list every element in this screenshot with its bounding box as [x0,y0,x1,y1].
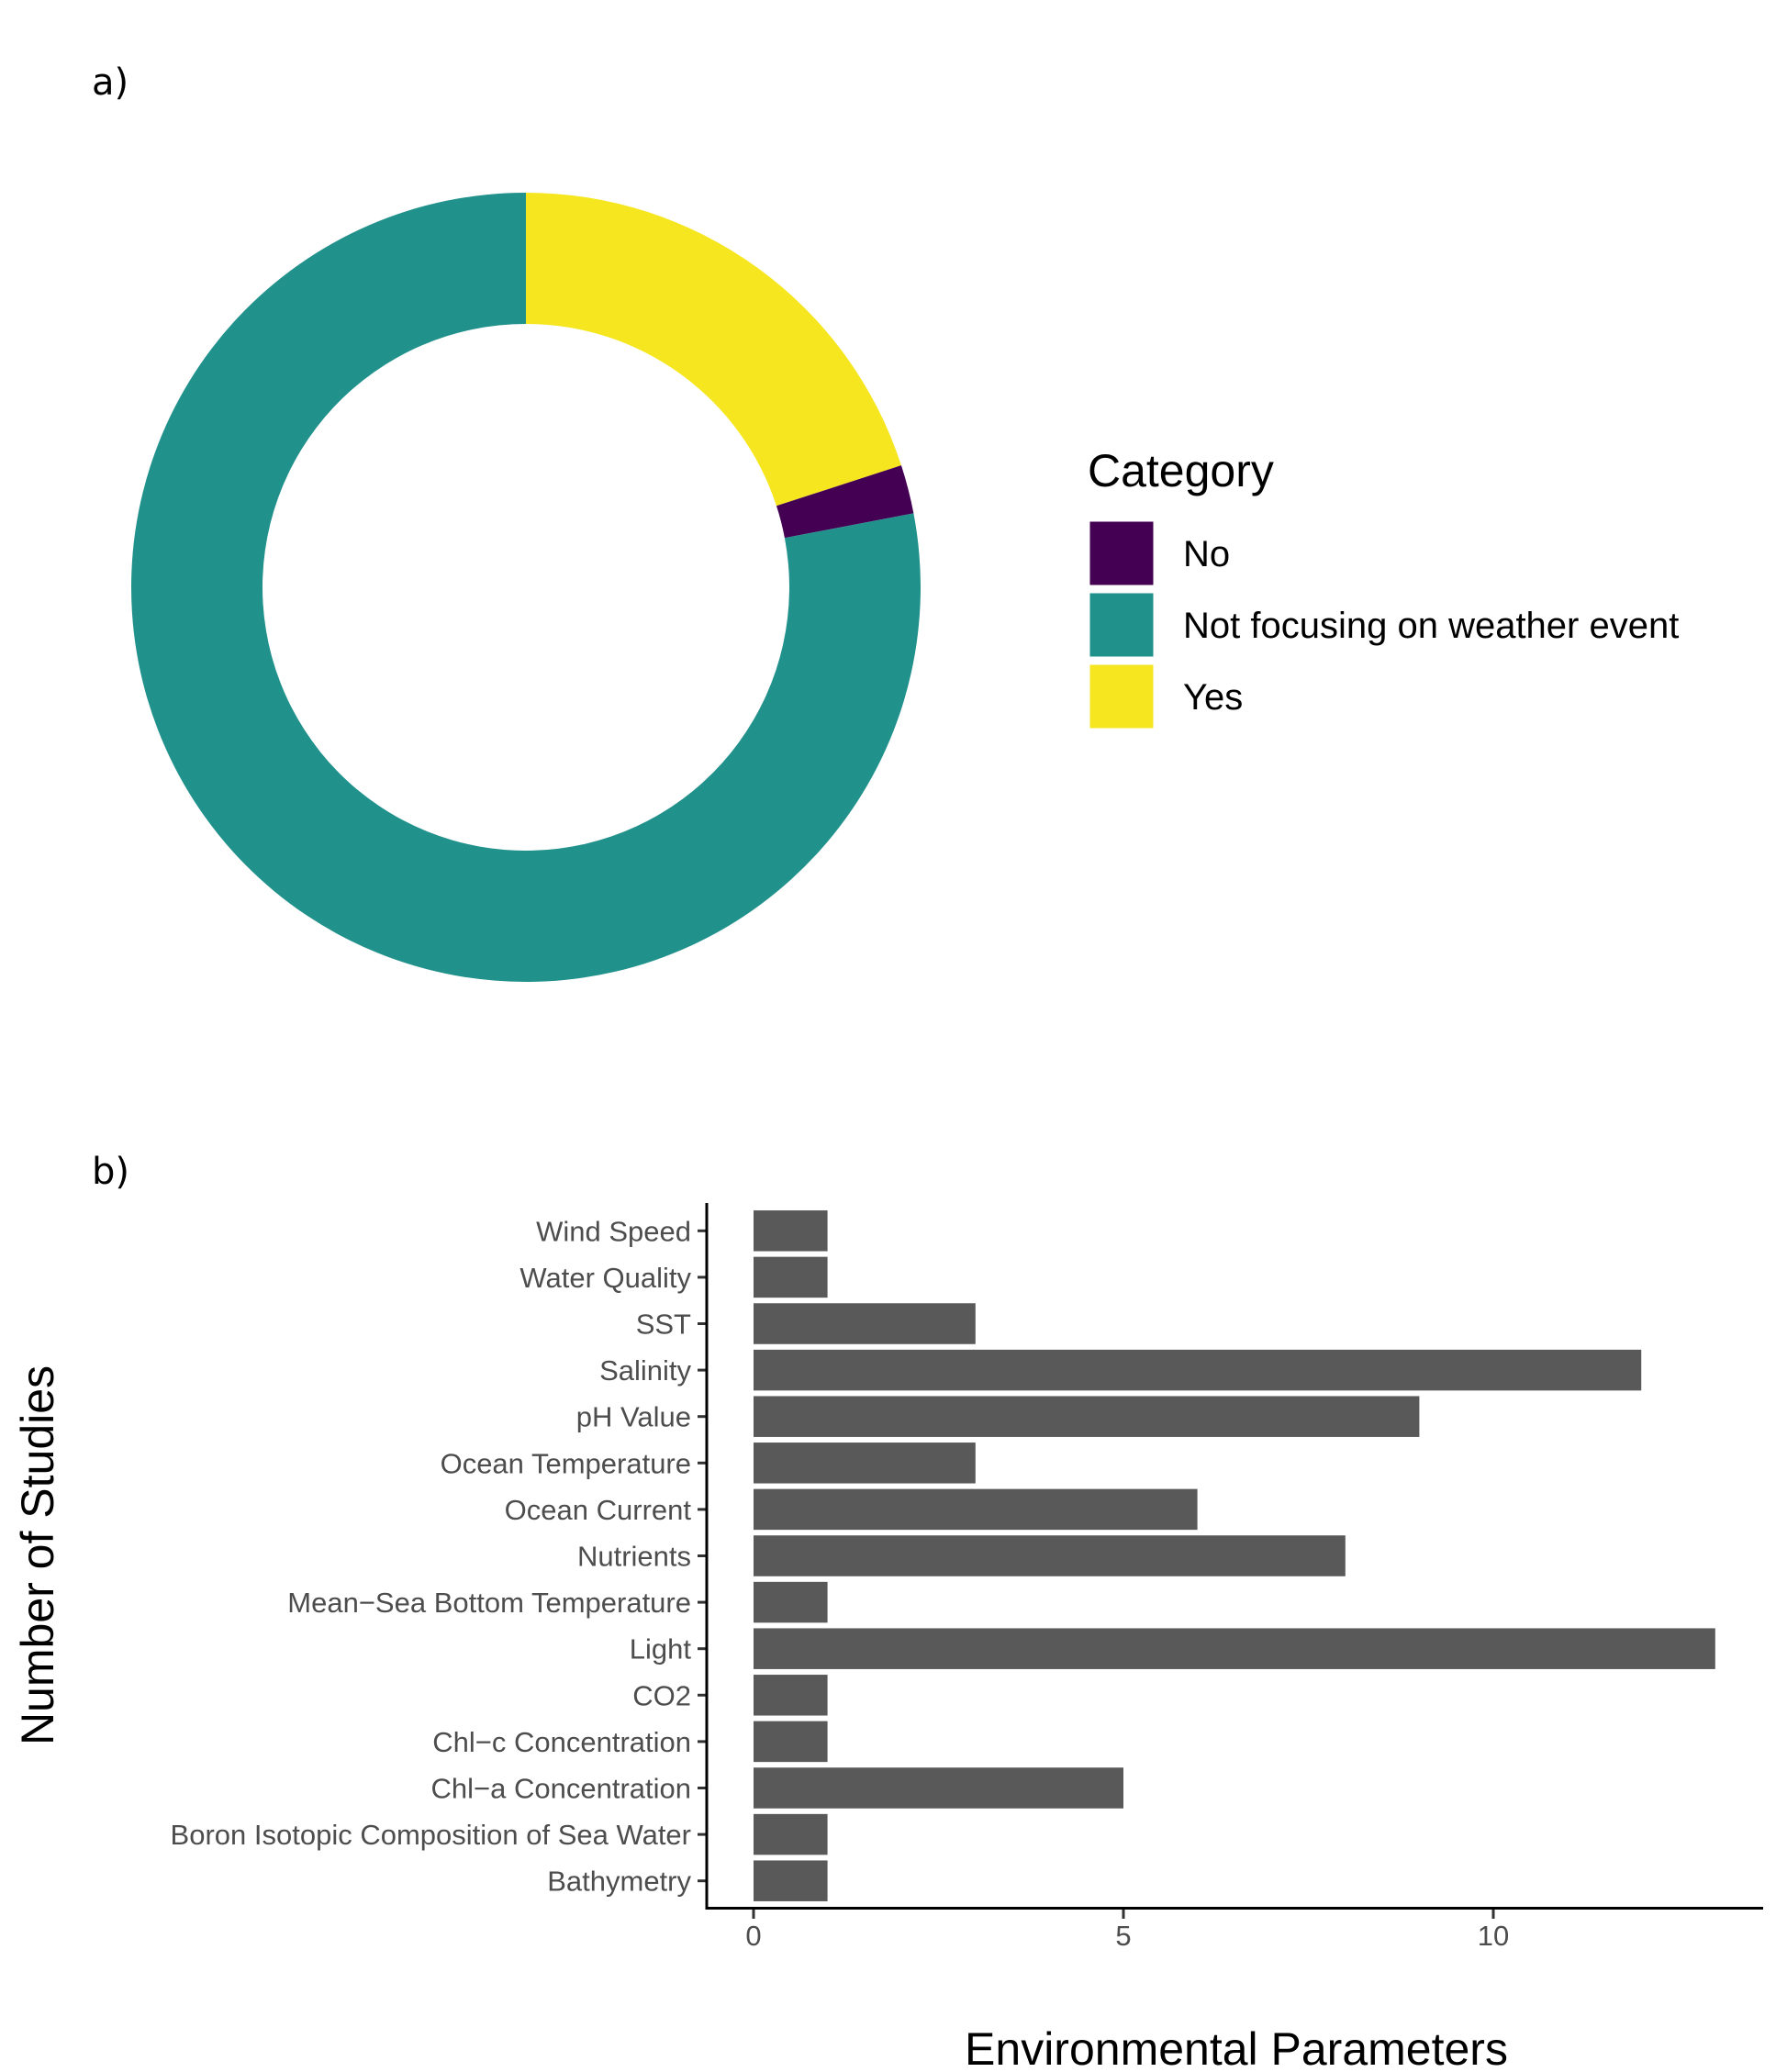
bar [754,1535,1346,1576]
donut-chart [131,193,922,982]
legend-label: Yes [1183,677,1243,718]
y-tick-label: Bathymetry [547,1866,691,1898]
x-axis-title: Environmental Parameters [965,2023,1508,2072]
y-tick-label: Light [630,1633,692,1665]
y-tick-label: Mean−Sea Bottom Temperature [287,1587,691,1619]
legend-key [1087,662,1156,731]
panel-label-b: b) [92,1151,129,1193]
y-tick-label: Ocean Current [505,1494,692,1526]
y-tick-label: pH Value [576,1401,691,1433]
donut-slice-no [776,465,914,539]
legend-key [1087,518,1156,588]
bar [754,1303,976,1344]
y-tick-label: Boron Isotopic Composition of Sea Water [171,1819,691,1851]
legend-label: Not focusing on weather event [1183,606,1679,646]
bar-chart: Wind Speed Water Quality SST Salinity pH Val… [171,1210,1715,1952]
donut-slice-not-focusing-on-weather-event [131,193,922,982]
y-tick-label: Chl−a Concentration [431,1773,691,1805]
y-tick-label: Chl−c Concentration [432,1726,691,1758]
bar [754,1210,828,1252]
donut-slice-yes [526,193,901,507]
bar [754,1488,1198,1531]
y-axis-title: Number of Studies [12,1365,63,1745]
y-tick-label: Salinity [599,1354,691,1387]
legend-key [1087,590,1156,660]
bar [754,1628,1715,1669]
y-tick-label: Water Quality [519,1262,691,1294]
y-tick-label: CO2 [632,1679,691,1711]
y-tick-label: Nutrients [577,1541,691,1573]
x-tick-label: 5 [1115,1920,1131,1952]
y-tick-label: Wind Speed [536,1215,691,1247]
bar [754,1349,1642,1391]
bar [754,1443,976,1484]
bar [754,1721,828,1763]
legend-title: Category [1088,445,1274,496]
x-tick-label: 0 [745,1920,761,1952]
y-tick-label: Ocean Temperature [441,1447,691,1479]
bar [754,1675,828,1716]
legend: Category No Not focusing on weather event… [1087,445,1679,731]
bar [754,1396,1420,1437]
bar [754,1767,1123,1809]
bar [754,1581,828,1623]
panel-label-a: a) [92,61,128,104]
x-tick-label: 10 [1478,1920,1509,1952]
y-tick-label: SST [636,1309,691,1341]
bar [754,1860,828,1901]
bar [754,1256,828,1298]
legend-label: No [1183,534,1230,574]
bar [754,1813,828,1855]
